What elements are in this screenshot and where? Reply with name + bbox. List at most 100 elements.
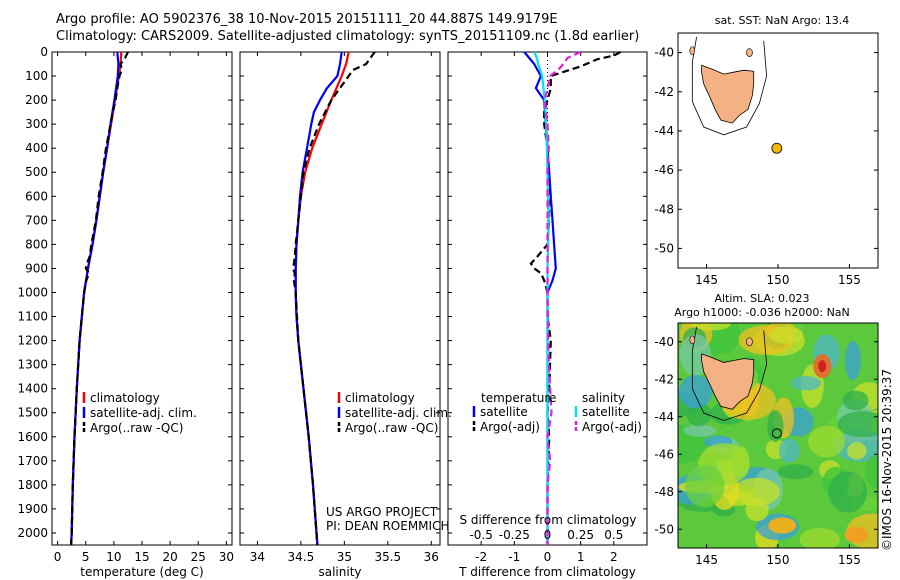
- sla-blob: [683, 424, 717, 437]
- s-tick-label: 0: [544, 528, 552, 542]
- x-axis-label: temperature (deg C): [80, 565, 203, 579]
- sla-blob: [768, 326, 804, 344]
- depth-contour: [691, 326, 768, 421]
- x-tick-label: 145: [695, 273, 718, 287]
- y-tick-label: -46: [654, 163, 674, 177]
- y-tick-label: 1000: [17, 285, 48, 299]
- y-tick-label: 1700: [17, 454, 48, 468]
- sla-blob: [808, 425, 846, 458]
- x-tick-label: 150: [767, 553, 790, 567]
- x-tick-label: 15: [134, 550, 149, 564]
- x-tick-label: 5: [82, 550, 90, 564]
- map-sst-map: 145 150 155 -40 -42 -44 -46 -48 -50: [654, 32, 879, 287]
- sla-map-title: Altim. SLA: 0.023: [714, 292, 809, 305]
- tasmania-landmass: [701, 64, 755, 124]
- y-tick-label: -44: [654, 124, 674, 138]
- y-tick-label: 400: [25, 141, 48, 155]
- tasmania-landmass: [701, 353, 755, 410]
- x-tick-label: 1: [577, 550, 585, 564]
- chart-panel-temperature: 0100200300400500600700800900100011001200…: [17, 45, 234, 579]
- sla-blob: [768, 517, 797, 534]
- y-tick-label: -50: [654, 241, 674, 255]
- legend-label: Argo(..raw -QC): [345, 421, 438, 435]
- sla-blob: [842, 390, 869, 411]
- x-tick-label: 0: [54, 550, 62, 564]
- x-tick-label: 36: [424, 550, 439, 564]
- y-tick-label: 1600: [17, 430, 48, 444]
- y-tick-label: -44: [654, 410, 674, 424]
- series-line-argo-raw-qc-: [70, 51, 129, 546]
- x-tick-label: 35: [337, 550, 352, 564]
- sla-blob: [844, 526, 869, 543]
- y-tick-label: -42: [654, 85, 674, 99]
- annotation-text: US ARGO PROJECT: [326, 505, 438, 519]
- x-tick-label: -1: [508, 550, 520, 564]
- credit-text: ©IMOS 16-Nov-2015 20:39:37: [880, 369, 894, 551]
- x-tick-label: 150: [767, 273, 790, 287]
- legend-label: Argo(-adj): [582, 420, 642, 434]
- legend-label: climatology: [345, 391, 415, 405]
- x-tick-label: 34.5: [288, 550, 315, 564]
- s-tick-label: 0.5: [604, 528, 623, 542]
- sla-blob: [679, 374, 713, 409]
- y-tick-label: 200: [25, 93, 48, 107]
- king-island: [689, 335, 696, 345]
- king-island: [689, 46, 696, 55]
- x-tick-label: 34: [250, 550, 265, 564]
- y-tick-label: -42: [654, 372, 674, 386]
- y-tick-label: 700: [25, 213, 48, 227]
- depth-contour: [691, 36, 768, 136]
- map-content: [678, 33, 878, 268]
- argo-position-marker: [771, 142, 783, 154]
- sla-blob: [790, 376, 822, 391]
- s-axis-label: S difference from climatology: [460, 513, 637, 527]
- y-tick-label: -40: [654, 335, 674, 349]
- x-tick-label: 35.5: [374, 550, 401, 564]
- y-tick-label: -50: [654, 522, 674, 536]
- sla-blob: [828, 471, 868, 513]
- s-tick-label: -0.5: [469, 528, 492, 542]
- sla-blob: [818, 360, 827, 373]
- map-content: [678, 323, 878, 548]
- legend-label: satellite: [582, 405, 630, 419]
- y-tick-label: 100: [25, 69, 48, 83]
- legend-label: satellite: [480, 405, 528, 419]
- map-sla-map: 145 150 155 -40 -42 -44 -46 -48 -50: [654, 322, 879, 567]
- legend-label: climatology: [90, 391, 160, 405]
- y-tick-label: 1800: [17, 478, 48, 492]
- y-tick-label: 800: [25, 237, 48, 251]
- y-tick-label: 2000: [17, 526, 48, 540]
- legend-label: satellite-adj. clim.: [345, 406, 452, 420]
- sla-map-subtitle: Argo h1000: -0.036 h2000: NaN: [674, 306, 850, 319]
- x-tick-label: 10: [106, 550, 121, 564]
- x-axis-label: T difference from climatology: [458, 565, 636, 579]
- sla-blob: [777, 464, 814, 480]
- sst-map-title: sat. SST: NaN Argo: 13.4: [715, 14, 849, 27]
- x-tick-label: 25: [191, 550, 206, 564]
- y-tick-label: -48: [654, 202, 674, 216]
- x-tick-label: -2: [475, 550, 487, 564]
- sla-blob: [844, 341, 861, 381]
- legend-label: Argo(-adj): [480, 420, 540, 434]
- sla-blob: [837, 411, 878, 438]
- x-tick-label: 2: [610, 550, 618, 564]
- legend: temperature salinitysatelliteArgo(-adj)sa…: [472, 391, 642, 434]
- legend-label: satellite-adj. clim.: [90, 406, 197, 420]
- legend-label: Argo(..raw -QC): [90, 421, 183, 435]
- x-tick-label: 20: [162, 550, 177, 564]
- legend-header: temperature: [481, 391, 556, 405]
- x-tick-label: 30: [219, 550, 234, 564]
- y-tick-label: 500: [25, 165, 48, 179]
- argo-position-marker: [771, 428, 782, 439]
- chart-panel-salinity: 34 34.5 35 35.5 36 salinity: [239, 51, 441, 579]
- y-tick-label: -40: [654, 46, 674, 60]
- flinders-island: [746, 337, 753, 347]
- x-tick-label: 155: [838, 553, 861, 567]
- x-tick-label: 145: [695, 553, 718, 567]
- annotation-text: PI: DEAN ROEMMICH: [326, 519, 449, 533]
- y-tick-label: 1100: [17, 310, 48, 324]
- s-tick-label: 0.25: [567, 528, 594, 542]
- y-tick-label: 1400: [17, 382, 48, 396]
- plot-frame: [51, 51, 233, 546]
